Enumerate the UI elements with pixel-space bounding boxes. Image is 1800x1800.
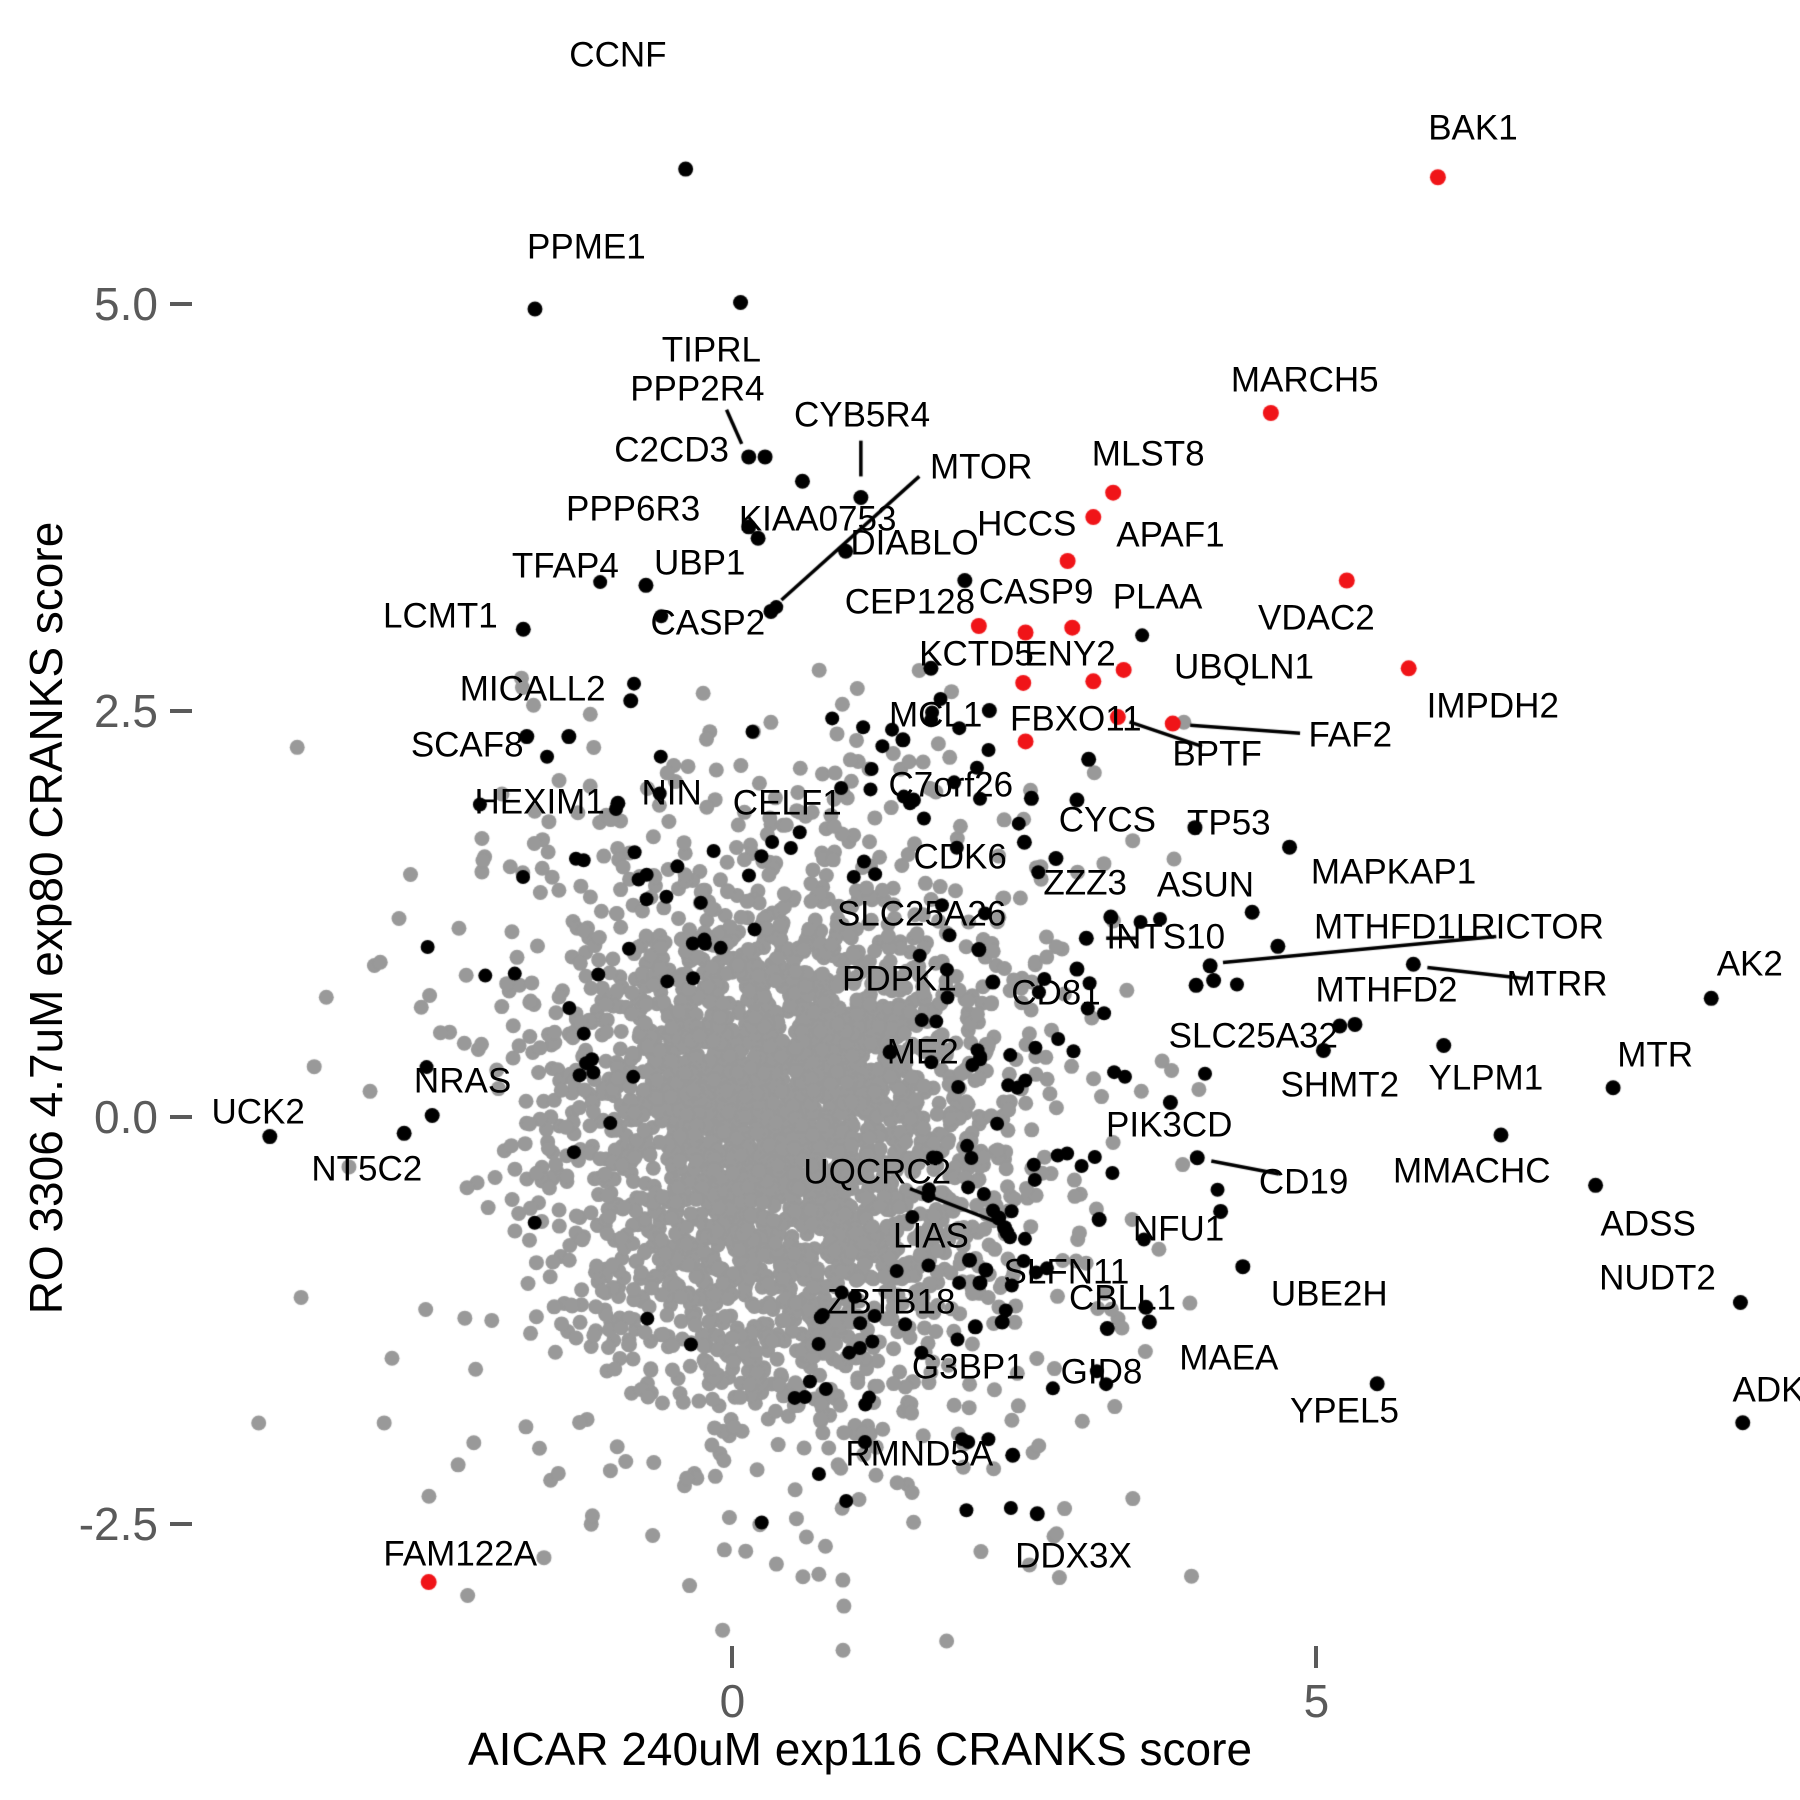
y-axis-title: RO 3306 4.7uM exp80 CRANKS score [20, 521, 72, 1315]
x-axis-title: AICAR 240uM exp116 CRANKS score [467, 1723, 1253, 1775]
